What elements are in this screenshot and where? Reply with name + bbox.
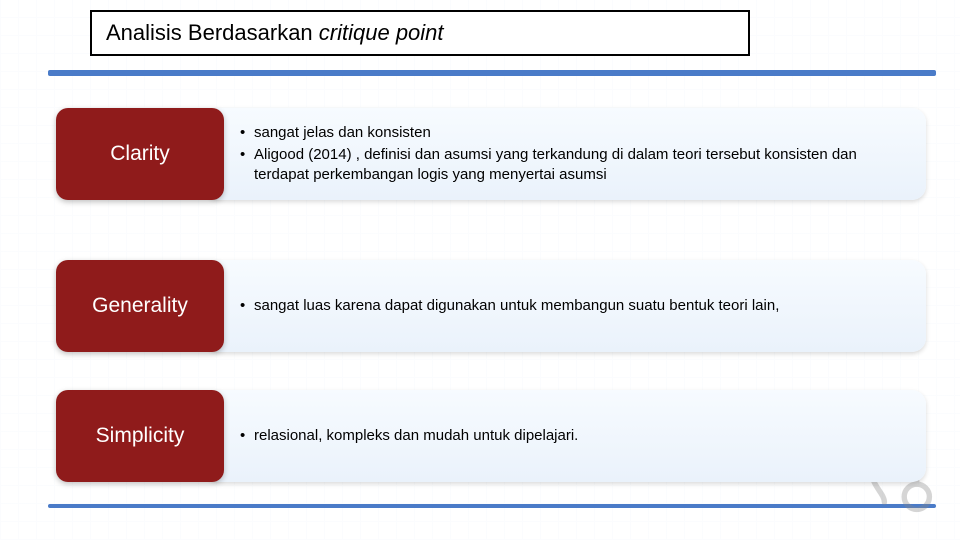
bullet-item: sangat luas karena dapat digunakan untuk… — [240, 296, 779, 316]
critique-row-generality: Generality sangat luas karena dapat digu… — [56, 260, 926, 352]
row-body-generality: sangat luas karena dapat digunakan untuk… — [206, 260, 926, 352]
slide-title: Analisis Berdasarkan critique point — [90, 10, 750, 56]
bullet-item: relasional, kompleks dan mudah untuk dip… — [240, 426, 578, 446]
title-main: Analisis Berdasarkan — [106, 20, 319, 45]
row-body-simplicity: relasional, kompleks dan mudah untuk dip… — [206, 390, 926, 482]
bullet-list: relasional, kompleks dan mudah untuk dip… — [240, 424, 578, 448]
bullet-list: sangat luas karena dapat digunakan untuk… — [240, 294, 779, 318]
title-italic: critique point — [319, 20, 444, 45]
row-label-simplicity: Simplicity — [56, 390, 224, 482]
critique-row-clarity: Clarity sangat jelas dan konsisten Aligo… — [56, 108, 926, 200]
row-label-generality: Generality — [56, 260, 224, 352]
top-divider — [48, 70, 936, 76]
bottom-divider — [48, 504, 936, 508]
row-body-clarity: sangat jelas dan konsisten Aligood (2014… — [206, 108, 926, 200]
bullet-item: Aligood (2014) , definisi dan asumsi yan… — [240, 145, 908, 186]
row-label-clarity: Clarity — [56, 108, 224, 200]
bullet-list: sangat jelas dan konsisten Aligood (2014… — [240, 121, 908, 188]
critique-row-simplicity: Simplicity relasional, kompleks dan muda… — [56, 390, 926, 482]
bullet-item: sangat jelas dan konsisten — [240, 123, 908, 143]
